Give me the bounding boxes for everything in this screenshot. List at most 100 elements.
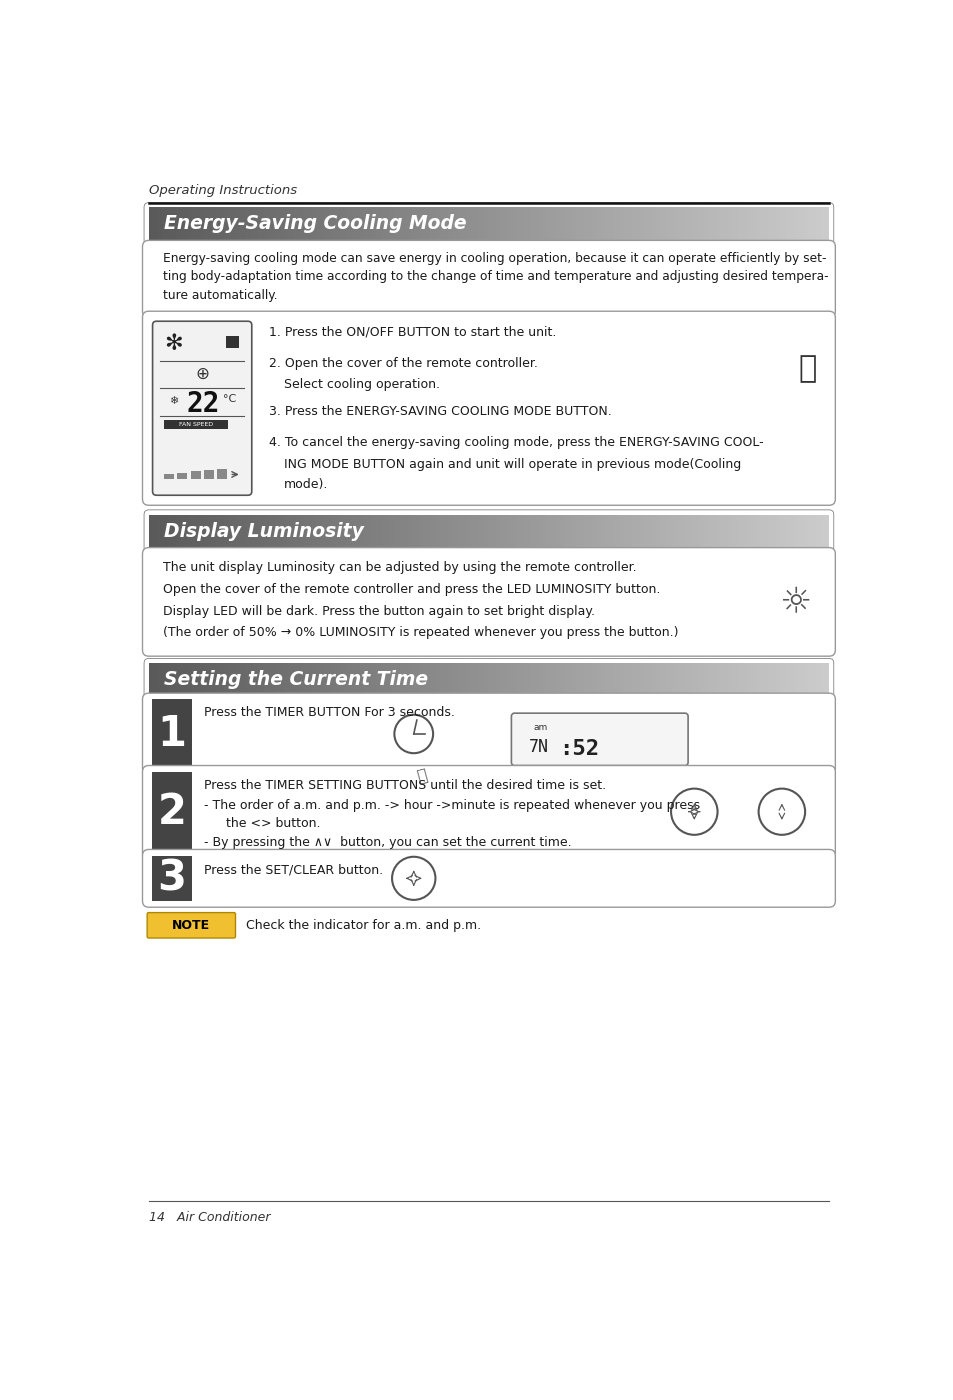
Bar — [815, 664, 817, 696]
Bar — [438, 207, 441, 241]
Bar — [468, 207, 470, 241]
Bar — [670, 664, 672, 696]
Bar — [289, 207, 292, 241]
Bar — [507, 207, 509, 241]
Bar — [153, 664, 155, 696]
Bar — [579, 207, 581, 241]
Bar — [251, 207, 253, 241]
Bar — [173, 664, 175, 696]
Bar — [183, 515, 185, 547]
Bar — [479, 515, 481, 547]
Bar — [475, 664, 477, 696]
Bar — [724, 664, 726, 696]
Text: Check the indicator for a.m. and p.m.: Check the indicator for a.m. and p.m. — [245, 918, 480, 932]
Bar — [613, 664, 616, 696]
Bar — [622, 515, 624, 547]
Bar — [348, 207, 350, 241]
Bar — [540, 515, 543, 547]
Bar — [697, 207, 700, 241]
Bar — [624, 207, 627, 241]
Bar — [201, 515, 203, 547]
Bar — [731, 207, 733, 241]
Text: 3: 3 — [157, 857, 186, 899]
Bar — [285, 207, 287, 241]
Bar — [470, 207, 473, 241]
Bar — [787, 515, 790, 547]
Bar — [595, 664, 598, 696]
Bar — [418, 207, 420, 241]
Bar — [479, 207, 481, 241]
Bar — [481, 664, 484, 696]
Bar — [466, 664, 468, 696]
Bar — [178, 515, 180, 547]
Bar — [525, 207, 527, 241]
Bar — [427, 664, 430, 696]
Bar — [318, 664, 321, 696]
Bar — [233, 207, 234, 241]
Text: °C: °C — [223, 393, 236, 405]
Bar — [223, 664, 226, 696]
Bar — [280, 207, 282, 241]
FancyBboxPatch shape — [147, 913, 235, 938]
Bar — [160, 207, 162, 241]
Bar — [550, 664, 552, 696]
Bar — [262, 664, 264, 696]
Bar — [149, 207, 151, 241]
Text: ⓔ: ⓔ — [798, 354, 816, 382]
Bar — [407, 515, 409, 547]
Text: 2: 2 — [157, 791, 186, 833]
Bar — [700, 207, 701, 241]
Bar — [577, 664, 579, 696]
Bar — [665, 515, 667, 547]
Bar — [805, 207, 808, 241]
Bar — [305, 207, 307, 241]
Bar — [649, 207, 652, 241]
Bar — [173, 515, 175, 547]
Bar — [153, 207, 155, 241]
FancyBboxPatch shape — [142, 311, 835, 505]
Bar — [516, 664, 517, 696]
Bar — [287, 515, 289, 547]
Bar — [624, 515, 627, 547]
Bar — [502, 207, 504, 241]
FancyBboxPatch shape — [142, 547, 835, 657]
Bar — [456, 207, 459, 241]
Bar — [660, 515, 663, 547]
Bar — [823, 515, 826, 547]
Bar — [201, 664, 203, 696]
Bar — [368, 515, 371, 547]
Bar — [736, 207, 738, 241]
Bar — [774, 664, 776, 696]
Bar — [175, 515, 178, 547]
Bar — [300, 207, 303, 241]
Bar — [387, 207, 389, 241]
Bar — [292, 664, 294, 696]
Bar — [149, 664, 151, 696]
Bar — [536, 664, 538, 696]
Bar — [310, 515, 312, 547]
Bar — [432, 207, 434, 241]
Bar — [726, 664, 729, 696]
Bar — [547, 207, 550, 241]
Bar — [244, 664, 246, 696]
Bar — [216, 515, 219, 547]
Bar — [624, 664, 627, 696]
Bar — [357, 515, 359, 547]
Bar — [162, 664, 165, 696]
Bar — [708, 515, 710, 547]
Bar — [572, 515, 575, 547]
Bar — [175, 207, 178, 241]
Bar — [165, 207, 167, 241]
Bar — [733, 515, 736, 547]
Bar — [715, 207, 718, 241]
Bar — [701, 664, 703, 696]
Bar — [475, 207, 477, 241]
Bar — [387, 664, 389, 696]
Bar — [418, 515, 420, 547]
Bar — [701, 207, 703, 241]
Bar — [529, 515, 532, 547]
Bar — [808, 664, 810, 696]
Text: 1: 1 — [157, 713, 186, 755]
Bar — [642, 515, 645, 547]
Bar — [509, 515, 511, 547]
